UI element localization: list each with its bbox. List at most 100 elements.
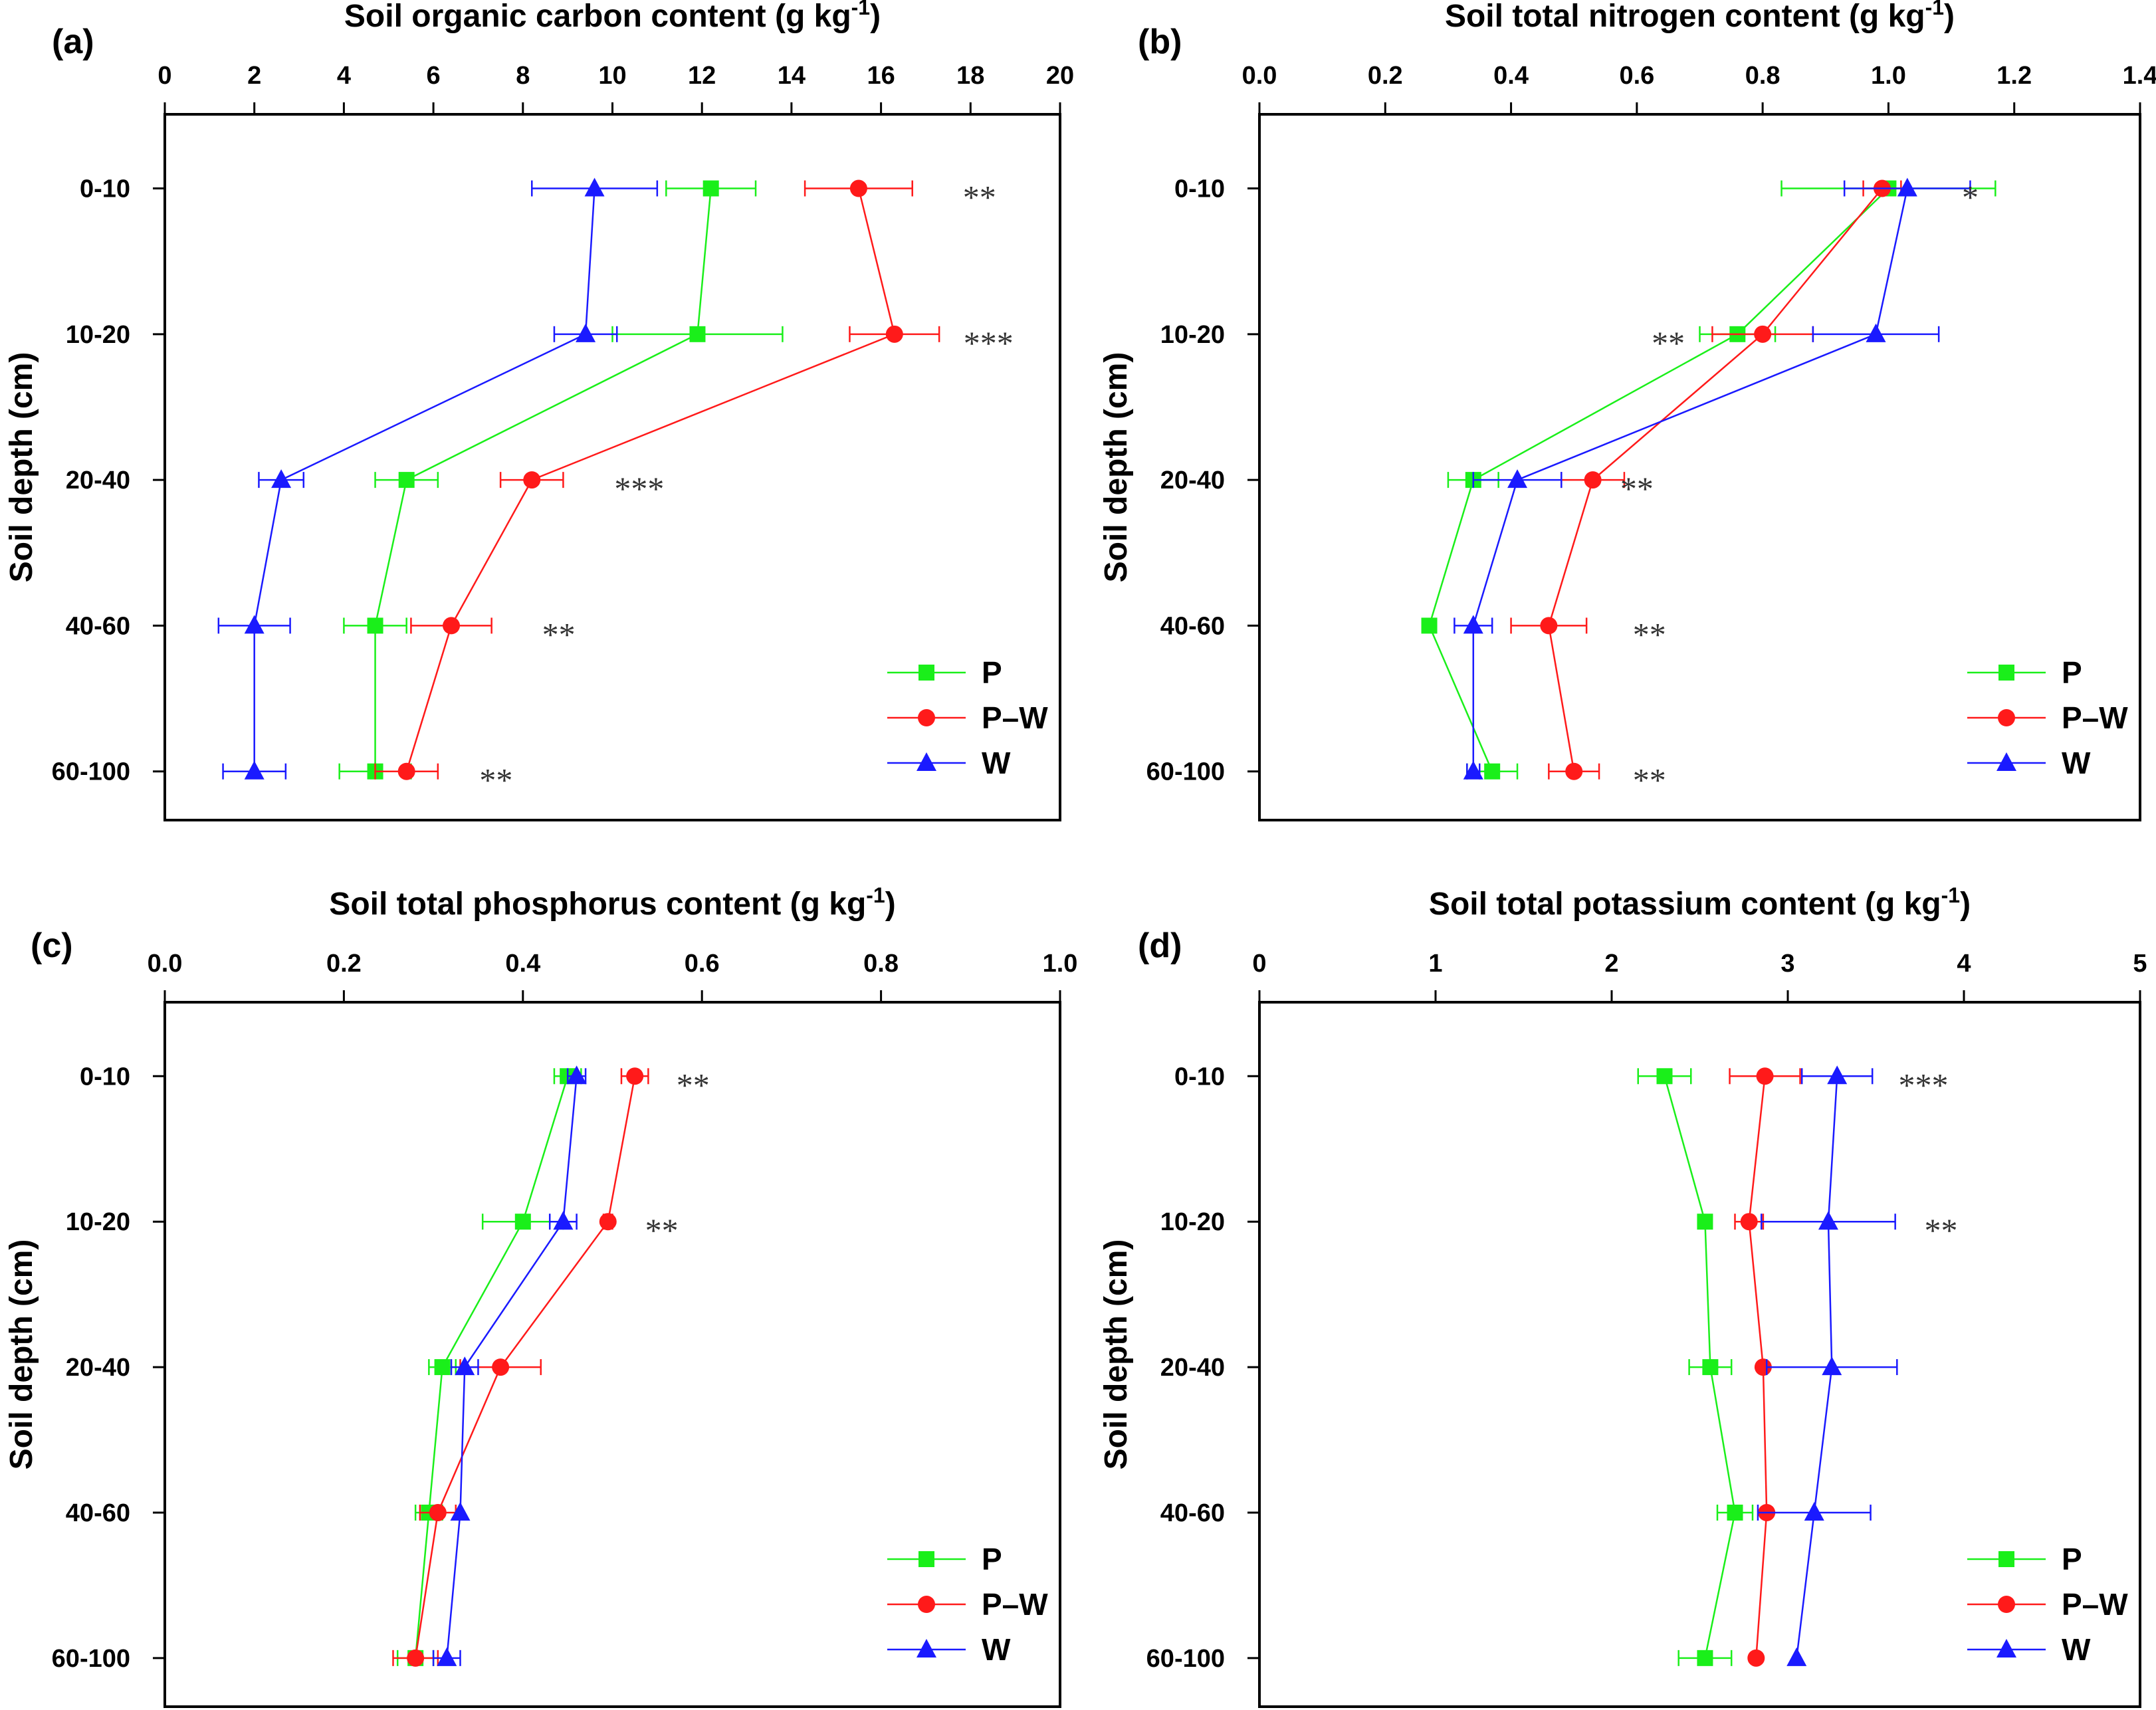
- panel-letter: (c): [31, 926, 73, 965]
- x-tick-label: 8: [516, 62, 530, 90]
- series-P–W: [392, 1067, 649, 1667]
- x-tick-label: 12: [688, 62, 716, 90]
- data-point: [1827, 1065, 1848, 1085]
- y-tick-label: 60-100: [1146, 758, 1225, 786]
- x-tick-label: 0.6: [685, 950, 720, 978]
- data-point: [885, 325, 903, 343]
- series-P: [1637, 1068, 1754, 1666]
- x-tick-label: 4: [337, 62, 351, 90]
- data-point: [1507, 469, 1528, 488]
- x-axis-title: Soil total nitrogen content (g kg-1): [1445, 0, 1955, 34]
- chart-panel-a: (a) Soil organic carbon content (g kg-1) 0…: [4, 0, 1074, 821]
- data-point: [492, 1358, 510, 1376]
- x-tick-label: 1.0: [1871, 62, 1906, 90]
- data-point: [626, 1067, 644, 1085]
- series-W: [217, 177, 659, 780]
- y-tick-label: 20-40: [1160, 1354, 1225, 1382]
- data-point: [244, 760, 265, 780]
- significance-label: **: [1620, 470, 1654, 507]
- data-point: [1697, 1214, 1713, 1230]
- legend-marker: [918, 1551, 934, 1567]
- x-tick-label: 0: [1252, 950, 1266, 978]
- y-tick-label: 20-40: [66, 1354, 130, 1382]
- data-point: [1727, 1504, 1743, 1521]
- plot-frame: [1258, 113, 2141, 821]
- data-point: [429, 1503, 447, 1521]
- data-point: [1702, 1359, 1719, 1376]
- legend-marker: [1996, 752, 2016, 771]
- data-point: [407, 1649, 425, 1667]
- significance-label: **: [963, 179, 996, 216]
- data-point: [1897, 177, 1917, 197]
- y-tick-label: 40-60: [1160, 612, 1225, 640]
- x-tick-label: 10: [598, 62, 626, 90]
- y-tick-label: 20-40: [1160, 467, 1225, 494]
- data-point: [1697, 1650, 1713, 1666]
- data-point: [1565, 762, 1583, 780]
- data-point: [1540, 617, 1558, 635]
- x-tick-label: 2: [1604, 950, 1618, 978]
- x-tick-label: 1.0: [1043, 950, 1078, 978]
- significance-label: **: [1925, 1212, 1958, 1249]
- data-point: [1818, 1211, 1838, 1230]
- data-point: [576, 323, 596, 342]
- x-tick-label: 2: [247, 62, 261, 90]
- chart-panel-d: (d) Soil total potassium content (g kg-1)…: [1099, 883, 2147, 1708]
- data-point: [514, 1214, 531, 1230]
- x-tick-label: 0.8: [863, 950, 899, 978]
- x-tick-label: 5: [2133, 950, 2147, 978]
- series-W: [1454, 177, 1971, 780]
- y-tick-label: 0-10: [80, 1063, 130, 1091]
- series-W: [432, 1065, 587, 1666]
- series-W: [1757, 1065, 1898, 1666]
- data-point: [523, 471, 541, 489]
- legend-label: P–W: [982, 700, 1048, 735]
- significance-label: ***: [964, 324, 1014, 362]
- y-tick-label: 10-20: [1160, 1208, 1225, 1236]
- x-axis-title: Soil total potassium content (g kg-1): [1429, 883, 1971, 922]
- plot-frame: [1258, 1001, 2141, 1708]
- data-point: [1463, 760, 1483, 780]
- x-tick-label: 0.4: [505, 950, 540, 978]
- x-tick-label: 0.8: [1745, 62, 1780, 90]
- data-point: [244, 615, 265, 634]
- legend-label: P: [2062, 1542, 2082, 1576]
- legend-label: W: [982, 746, 1011, 780]
- y-axis-title: Soil depth (cm): [4, 1239, 39, 1470]
- y-tick-label: 40-60: [66, 612, 130, 640]
- legend-label: P–W: [2062, 1587, 2128, 1622]
- series-P–W: [374, 179, 940, 780]
- legend-marker: [918, 665, 934, 681]
- x-tick-label: 0.0: [1242, 62, 1277, 90]
- y-axis-title: Soil depth (cm): [4, 352, 39, 583]
- x-axis-title: Soil total phosphorus content (g kg-1): [329, 883, 895, 922]
- data-point: [689, 326, 706, 342]
- data-point: [443, 617, 461, 635]
- x-tick-label: 16: [867, 62, 895, 90]
- y-tick-label: 20-40: [66, 467, 130, 494]
- significance-label: **: [645, 1212, 679, 1249]
- data-point: [1740, 1213, 1758, 1231]
- x-tick-label: 0.6: [1619, 62, 1654, 90]
- legend-marker: [1996, 1639, 2016, 1657]
- panel-letter: (a): [52, 23, 94, 61]
- data-point: [1584, 471, 1602, 489]
- y-tick-label: 0-10: [80, 175, 130, 203]
- y-tick-label: 10-20: [1160, 321, 1225, 349]
- data-point: [1754, 325, 1772, 343]
- x-tick-label: 20: [1046, 62, 1074, 90]
- legend-marker: [918, 1596, 935, 1613]
- data-point: [1747, 1649, 1765, 1667]
- legend-label: P–W: [982, 1587, 1048, 1622]
- chart-panel-b: (b) Soil total nitrogen content (g kg-1) 0…: [1099, 0, 2156, 821]
- data-point: [1484, 763, 1501, 780]
- y-tick-label: 0-10: [1174, 175, 1225, 203]
- significance-label: **: [479, 762, 512, 799]
- data-point: [398, 472, 415, 488]
- x-tick-label: 0.4: [1493, 62, 1529, 90]
- legend-marker: [1998, 1596, 2015, 1613]
- significance-label: **: [1633, 762, 1666, 799]
- panel-letter: (d): [1138, 926, 1182, 965]
- data-point: [450, 1501, 471, 1521]
